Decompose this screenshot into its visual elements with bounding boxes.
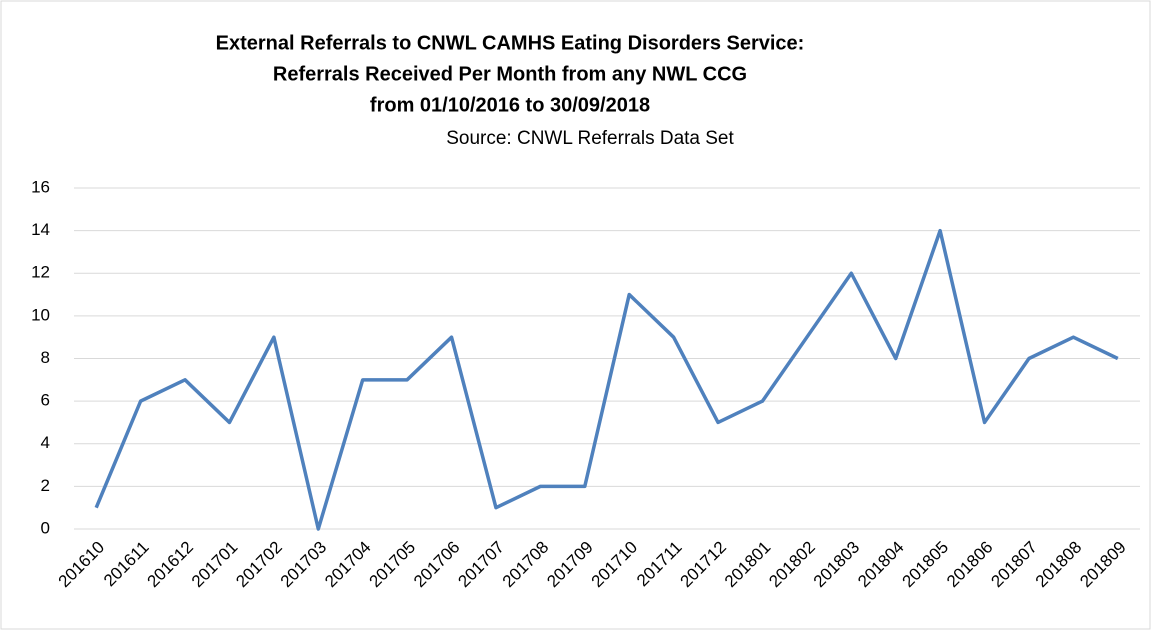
chart-subtitle: Source: CNWL Referrals Data Set [446,128,734,149]
x-tick-label: 201707 [454,538,508,592]
x-tick-label: 201709 [543,538,597,592]
x-tick-label: 201611 [100,538,153,591]
x-tick-label: 201801 [721,538,775,592]
x-tick-label: 201809 [1076,538,1130,592]
y-tick-label: 16 [31,177,50,196]
x-tick-label: 201711 [633,538,686,591]
x-tick-label: 201804 [854,538,908,592]
y-tick-label: 4 [41,433,50,452]
x-tick-label: 201712 [676,538,730,592]
y-tick-label: 10 [31,305,50,324]
x-tick-label: 201705 [366,538,420,592]
x-tick-label: 201806 [943,538,997,592]
x-tick-label: 201706 [410,538,464,592]
y-tick-label: 6 [41,391,50,410]
y-tick-label: 2 [41,476,50,495]
x-tick-label: 201701 [188,538,242,592]
x-tick-label: 201710 [588,538,642,592]
chart-title: Referrals Received Per Month from any NW… [273,63,747,85]
y-tick-label: 0 [41,518,50,537]
x-tick-label: 201803 [810,538,864,592]
chart-title: External Referrals to CNWL CAMHS Eating … [216,32,805,54]
x-tick-label: 201702 [232,538,286,592]
x-tick-label: 201610 [55,538,109,592]
y-tick-label: 8 [41,348,50,367]
x-tick-label: 201612 [143,538,197,592]
x-tick-label: 201802 [765,538,819,592]
x-tick-label: 201708 [499,538,553,592]
x-tick-label: 201704 [321,538,375,592]
line-series [94,228,1119,531]
x-tick-label: 201808 [1032,538,1086,592]
x-tick-label: 201805 [899,538,953,592]
chart-title: from 01/10/2016 to 30/09/2018 [370,94,650,116]
y-tick-label: 12 [31,263,50,282]
x-tick-label: 201807 [987,538,1041,592]
y-tick-label: 14 [31,220,50,239]
x-tick-label: 201703 [277,538,331,592]
